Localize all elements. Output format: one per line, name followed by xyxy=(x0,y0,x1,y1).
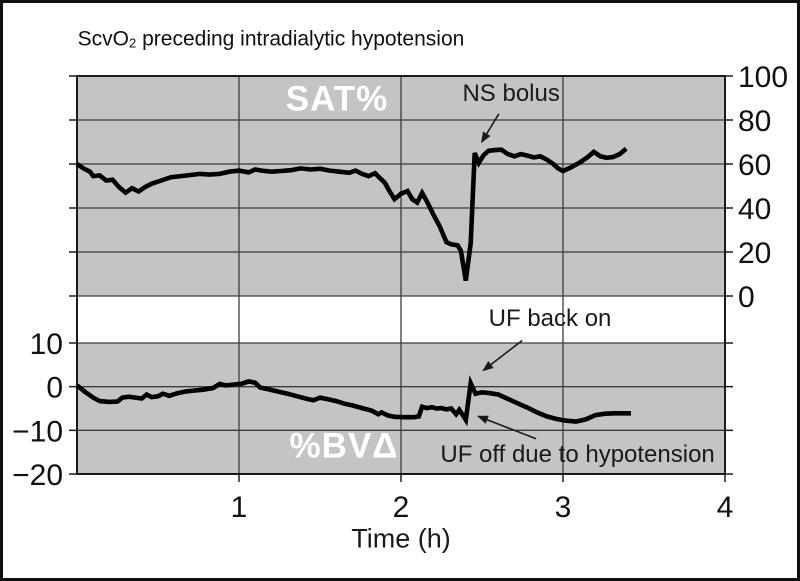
chart-title-prefix: ScvO xyxy=(77,27,130,51)
chart-title-subscript: 2 xyxy=(129,35,137,51)
annotation-uf-back-on: UF back on xyxy=(488,304,612,332)
y-tick-label: 80 xyxy=(738,105,771,138)
y-tick-label: 40 xyxy=(738,193,771,226)
y-tick-label: −10 xyxy=(12,415,63,448)
x-tick-label: 2 xyxy=(393,491,410,524)
annotation-arrow xyxy=(482,339,523,372)
chart-title-suffix: preceding intradialytic hypotension xyxy=(136,27,465,51)
x-tick-label: 3 xyxy=(555,491,572,524)
plot-border xyxy=(76,75,726,475)
y-tick-label: −20 xyxy=(12,459,63,492)
y-tick-label: 0 xyxy=(46,372,63,405)
y-tick-label: 0 xyxy=(738,281,755,314)
y-tick-label: 10 xyxy=(30,328,63,361)
y-tick-label: 60 xyxy=(738,149,771,182)
sat-panel-label: SAT% xyxy=(285,79,389,119)
x-tick-label: 4 xyxy=(717,491,734,524)
y-tick-label: 100 xyxy=(738,61,788,94)
y-tick-label: 20 xyxy=(738,237,771,270)
sat-curve xyxy=(75,146,628,281)
annotation-arrow xyxy=(480,113,500,144)
annotation-uf-off-hypotension: UF off due to hypotension xyxy=(440,440,715,468)
annotation-ns-bolus: NS bolus xyxy=(462,79,560,107)
bv-curve xyxy=(75,374,631,427)
x-axis-title: Time (h) xyxy=(351,523,451,554)
x-tick-label: 1 xyxy=(231,491,248,524)
annotation-arrow xyxy=(477,415,537,440)
chart-title: ScvO2 preceding intradialytic hypotensio… xyxy=(78,28,465,49)
bv-panel-label: %BVΔ xyxy=(289,426,399,466)
